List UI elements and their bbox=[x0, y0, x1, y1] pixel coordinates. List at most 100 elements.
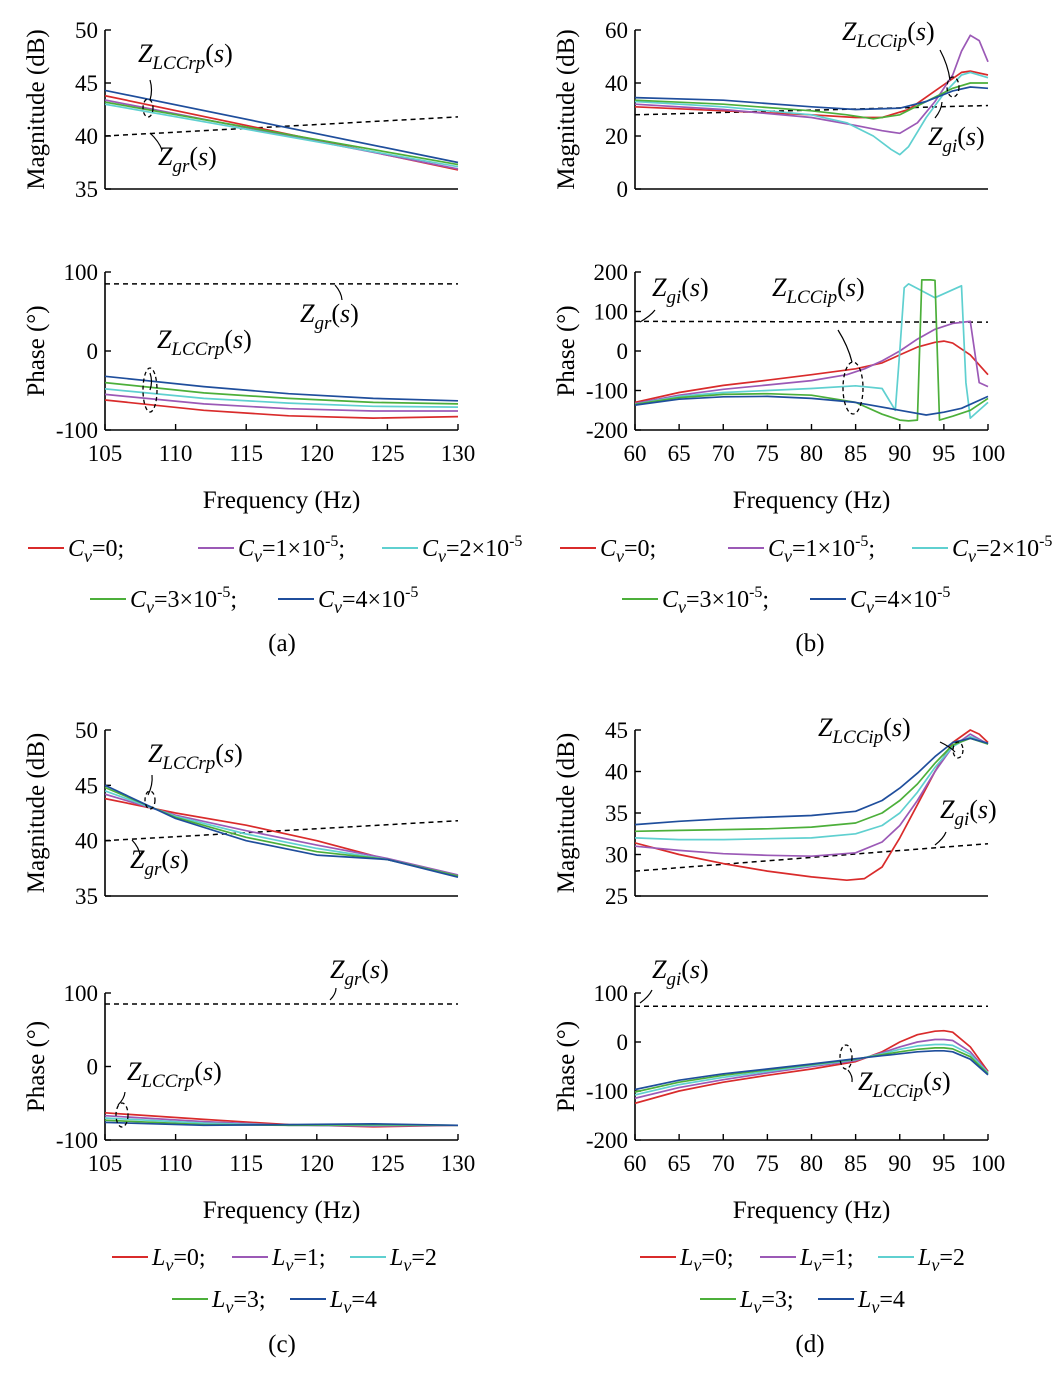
y-tick-label: 25 bbox=[605, 884, 628, 909]
annotation-label: Zgr(s) bbox=[158, 142, 217, 177]
x-tick-label: 60 bbox=[624, 441, 647, 466]
y-tick-label: 20 bbox=[605, 124, 628, 149]
x-tick-label: 80 bbox=[800, 1151, 823, 1176]
x-tick-label: 120 bbox=[300, 441, 335, 466]
y-axis-label: Phase (°) bbox=[23, 1021, 50, 1112]
y-tick-label: -200 bbox=[586, 418, 628, 443]
series-line-2 bbox=[105, 99, 459, 170]
annotation-label: Zgi(s) bbox=[652, 273, 709, 308]
annotation-label: ZLCCrp(s) bbox=[148, 739, 243, 774]
y-axis-label: Phase (°) bbox=[23, 305, 50, 396]
group-marker-ellipse bbox=[839, 1044, 853, 1070]
y-tick-label: 35 bbox=[75, 884, 98, 909]
series-line-5 bbox=[105, 784, 459, 879]
x-tick-label: 100 bbox=[971, 1151, 1006, 1176]
series-line-2 bbox=[105, 393, 458, 412]
y-tick-label: -100 bbox=[586, 1079, 628, 1104]
x-tick-label: 70 bbox=[712, 1151, 735, 1176]
series-line-5 bbox=[635, 86, 989, 111]
x-tick-label: 70 bbox=[712, 441, 735, 466]
panel-label-b: (b) bbox=[795, 630, 824, 657]
series-line-1 bbox=[105, 399, 459, 419]
annotation-leader bbox=[149, 79, 153, 101]
y-tick-label: 100 bbox=[594, 300, 629, 325]
y-tick-label: 0 bbox=[617, 339, 629, 364]
series-line-5 bbox=[105, 1121, 459, 1127]
chart-c-phase: -100 0 100 105 110 115 120 125 130 Phase (°) Frequ… bbox=[23, 955, 475, 1224]
y-tick-label: 45 bbox=[605, 718, 628, 743]
annotation-label: Zgi(s) bbox=[652, 955, 709, 990]
series-line-5 bbox=[635, 1049, 989, 1091]
annotation-leader bbox=[334, 284, 343, 301]
annotation-label: ZLCCip(s) bbox=[818, 713, 911, 748]
x-tick-label: 120 bbox=[300, 1151, 335, 1176]
y-tick-label: -200 bbox=[586, 1128, 628, 1153]
x-tick-label: 80 bbox=[800, 441, 823, 466]
group-marker-ellipse bbox=[946, 76, 960, 98]
y-axis-label: Magnitude (dB) bbox=[553, 29, 580, 189]
series-line-4 bbox=[105, 381, 459, 405]
x-axis-label: Frequency (Hz) bbox=[203, 1197, 361, 1224]
annotation-leader bbox=[149, 132, 163, 151]
x-tick-label: 90 bbox=[888, 441, 911, 466]
reference-impedance-line bbox=[105, 116, 459, 137]
y-tick-label: 200 bbox=[594, 260, 629, 285]
series-line-3 bbox=[635, 1043, 989, 1096]
x-tick-label: 105 bbox=[88, 1151, 123, 1176]
y-axis-label: Magnitude (dB) bbox=[23, 733, 50, 893]
y-tick-label: 30 bbox=[605, 843, 628, 868]
y-tick-label: 35 bbox=[605, 801, 628, 826]
y-tick-label: 100 bbox=[64, 260, 99, 285]
x-tick-label: 85 bbox=[844, 441, 867, 466]
y-tick-label: 50 bbox=[75, 18, 98, 43]
annotation-label: ZLCCrp(s) bbox=[127, 1057, 222, 1092]
series-line-4 bbox=[635, 82, 988, 120]
group-marker-ellipse bbox=[142, 98, 154, 118]
series-line-5 bbox=[105, 375, 459, 402]
y-tick-label: 0 bbox=[617, 177, 629, 202]
x-tick-label: 75 bbox=[756, 441, 779, 466]
x-tick-label: 65 bbox=[668, 441, 691, 466]
chart-a-phase: -100 0 100 105 110 115 120 125 130 Phase (°) Frequ… bbox=[23, 260, 475, 514]
series-line-5 bbox=[635, 395, 989, 416]
x-tick-label: 105 bbox=[88, 441, 123, 466]
legend-entry: Cv=2×10-5 bbox=[952, 533, 1052, 566]
x-axis-label: Frequency (Hz) bbox=[733, 1197, 891, 1224]
reference-impedance-line bbox=[635, 320, 989, 323]
legend-entry: Lv=2 bbox=[917, 1245, 965, 1275]
y-tick-label: 100 bbox=[64, 981, 99, 1006]
y-tick-label: 0 bbox=[87, 339, 99, 364]
annotation-leader bbox=[639, 989, 653, 1004]
series-line-1 bbox=[635, 1029, 989, 1105]
x-tick-label: 95 bbox=[932, 1151, 955, 1176]
series-line-2 bbox=[635, 34, 989, 135]
legend-entry: Cv=0; bbox=[68, 536, 124, 566]
y-tick-label: 40 bbox=[75, 829, 98, 854]
series-line-1 bbox=[635, 729, 989, 882]
x-tick-label: 125 bbox=[370, 441, 405, 466]
annotation-leader bbox=[117, 1091, 126, 1106]
annotation-leader bbox=[131, 839, 141, 856]
panel-label-c: (c) bbox=[268, 1331, 296, 1358]
legend-entry: Cv=1×10-5; bbox=[238, 533, 345, 566]
annotation-label: ZLCCrp(s) bbox=[138, 39, 233, 74]
series-line-3 bbox=[635, 71, 989, 156]
x-axis-label: Frequency (Hz) bbox=[733, 487, 891, 514]
legend-entry: Lv=0; bbox=[679, 1245, 734, 1275]
annotation-label: Zgi(s) bbox=[940, 795, 997, 830]
y-tick-label: 40 bbox=[75, 124, 98, 149]
x-tick-label: 110 bbox=[159, 1151, 193, 1176]
annotation-label: Zgr(s) bbox=[300, 299, 359, 334]
legend-entry: Lv=3; bbox=[739, 1287, 794, 1317]
chart-d-phase: -200 -100 0 100 60 65 70 75 80 85 90 95 100 Phase (°)… bbox=[553, 955, 1005, 1224]
panel-label-a: (a) bbox=[268, 630, 296, 657]
series-line-5 bbox=[635, 737, 989, 826]
group-marker-ellipse bbox=[144, 790, 156, 810]
y-tick-label: 0 bbox=[87, 1055, 99, 1080]
x-tick-label: 60 bbox=[624, 1151, 647, 1176]
legend-entry: Cv=0; bbox=[600, 536, 656, 566]
reference-impedance-line bbox=[635, 104, 989, 116]
annotation-label: ZLCCip(s) bbox=[842, 17, 935, 52]
y-tick-label: 60 bbox=[605, 18, 628, 43]
